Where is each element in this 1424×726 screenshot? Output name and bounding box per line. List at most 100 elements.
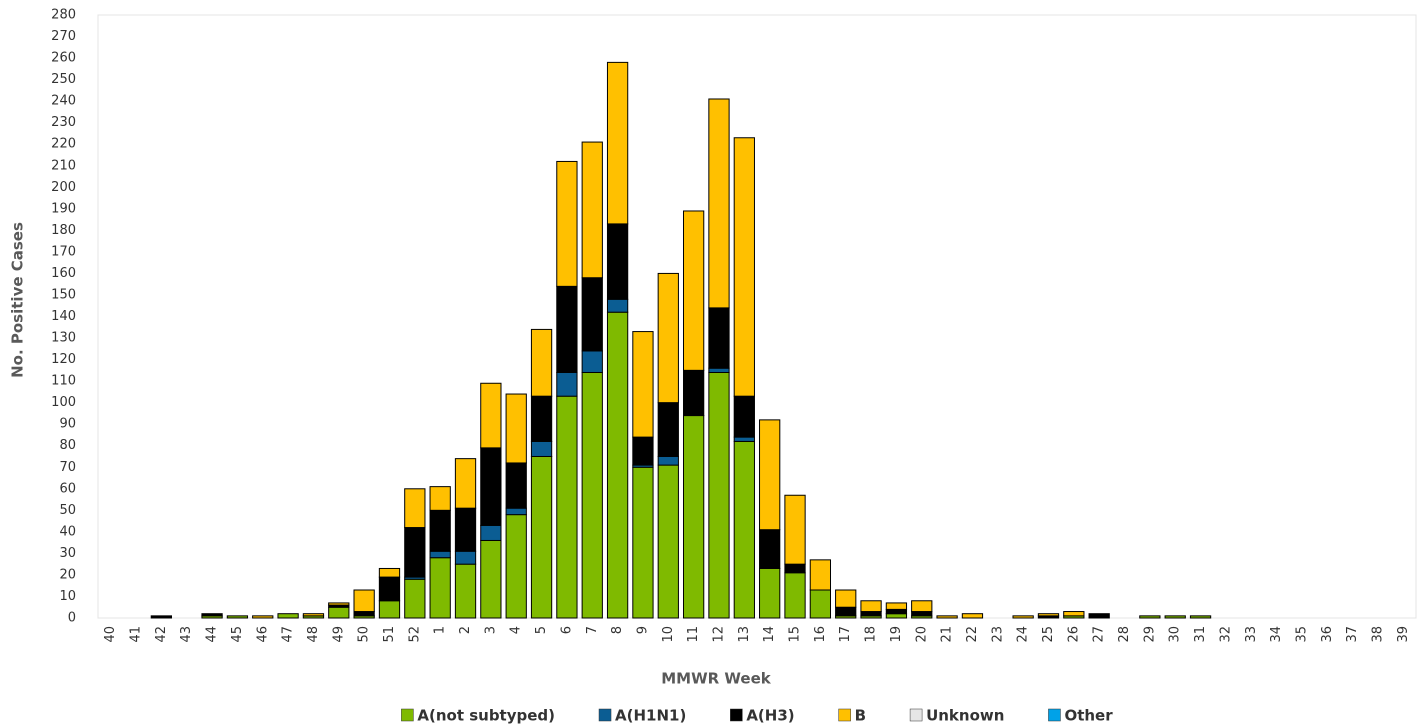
- y-tick-label: 90: [59, 417, 76, 432]
- x-tick-label: 22: [965, 626, 980, 643]
- y-tick-label: 160: [51, 266, 76, 281]
- bar-segment: [454, 458, 477, 509]
- x-tick-label: 29: [1142, 626, 1157, 643]
- y-tick-label: 70: [59, 460, 76, 475]
- x-axis-title: MMWR Week: [661, 670, 772, 688]
- y-tick-label: 60: [59, 481, 76, 496]
- bar-segment: [708, 98, 730, 309]
- bar-segment: [759, 529, 781, 569]
- x-tick-label: 34: [1269, 626, 1284, 643]
- bar-segment: [733, 137, 755, 397]
- bar-segment: [429, 486, 451, 511]
- y-tick-label: 210: [51, 158, 76, 173]
- bar-segment: [784, 572, 806, 619]
- bar-segment: [784, 494, 806, 565]
- legend-swatch: [1048, 708, 1061, 722]
- bar-segment: [353, 611, 375, 617]
- y-tick-label: 140: [51, 309, 76, 324]
- x-tick-label: 33: [1244, 626, 1259, 643]
- y-tick-label: 200: [51, 180, 76, 195]
- bar-segment: [556, 285, 578, 373]
- x-tick-label: 49: [331, 626, 346, 643]
- bar-segment: [632, 436, 654, 466]
- x-tick-label: 27: [1092, 626, 1107, 643]
- legend-label: Unknown: [926, 707, 1004, 725]
- bar-segment: [657, 464, 679, 619]
- legend-label: A(H3): [746, 707, 794, 725]
- legend-label: Other: [1064, 707, 1113, 725]
- x-tick-label: 28: [1117, 626, 1132, 643]
- bar-segment: [328, 606, 350, 619]
- x-tick-label: 4: [509, 626, 524, 634]
- bar-segment: [1189, 615, 1212, 619]
- bar-segment: [885, 602, 908, 610]
- bar-segment: [252, 615, 274, 619]
- bar-segment: [606, 223, 629, 300]
- y-tick-label: 30: [59, 546, 76, 561]
- bar-segment: [328, 602, 350, 606]
- x-tick-label: 6: [559, 626, 574, 634]
- bar-segment: [961, 613, 984, 619]
- x-tick-label: 30: [1168, 626, 1183, 643]
- y-tick-label: 0: [68, 611, 76, 626]
- x-tick-label: 3: [483, 626, 498, 634]
- x-tick-label: 36: [1320, 626, 1335, 643]
- bar-segment: [733, 440, 755, 619]
- y-tick-label: 100: [51, 395, 76, 410]
- bar-segment: [657, 455, 679, 466]
- x-tick-label: 8: [610, 626, 625, 634]
- y-tick-label: 120: [51, 352, 76, 367]
- legend-label: A(not subtyped): [417, 707, 555, 725]
- bar-segment: [505, 393, 527, 464]
- y-tick-label: 240: [51, 94, 76, 109]
- y-tick-label: 20: [59, 567, 76, 582]
- legend-label: B: [855, 707, 866, 725]
- x-tick-label: 17: [838, 626, 853, 643]
- x-tick-label: 42: [154, 626, 169, 643]
- x-tick-label: 32: [1218, 626, 1233, 643]
- bar-segment: [480, 447, 502, 526]
- bar-segment: [708, 371, 730, 619]
- legend-swatch: [909, 708, 923, 722]
- bar-segment: [606, 311, 629, 619]
- bar-segment: [606, 298, 629, 313]
- y-tick-label: 80: [59, 438, 76, 453]
- y-tick-label: 280: [51, 8, 76, 23]
- y-tick-label: 150: [51, 287, 76, 302]
- legend-swatch: [730, 708, 743, 722]
- legend-swatch: [598, 708, 612, 722]
- bar-segment: [505, 514, 527, 619]
- x-tick-label: 19: [889, 626, 904, 643]
- bar-segment: [556, 160, 578, 287]
- bar-segment: [708, 367, 730, 373]
- bar-segment: [404, 578, 426, 619]
- x-tick-label: 24: [1016, 626, 1031, 643]
- bar-segment: [581, 277, 603, 352]
- bar-segment: [480, 539, 502, 619]
- x-tick-label: 52: [407, 626, 422, 643]
- y-tick-label: 190: [51, 201, 76, 216]
- bar-segment: [733, 395, 755, 438]
- bar-segment: [682, 369, 705, 417]
- bar-segment: [911, 600, 933, 613]
- y-tick-label: 270: [51, 29, 76, 44]
- bar-segment: [530, 455, 553, 619]
- bar-segment: [302, 613, 325, 617]
- x-tick-label: 14: [762, 626, 777, 643]
- bar-segment: [885, 608, 908, 615]
- x-tick-label: 47: [281, 626, 296, 643]
- bar-segment: [860, 600, 882, 613]
- y-tick-label: 170: [51, 244, 76, 259]
- bar-segment: [429, 557, 451, 619]
- y-tick-label: 220: [51, 137, 76, 152]
- x-tick-label: 12: [711, 626, 726, 643]
- bar-segment: [657, 402, 679, 457]
- x-tick-label: 35: [1294, 626, 1309, 643]
- bar-segment: [150, 615, 173, 619]
- x-tick-label: 39: [1396, 626, 1411, 643]
- bar-segment: [1164, 615, 1186, 619]
- y-tick-label: 110: [51, 374, 76, 389]
- bar-segment: [378, 576, 401, 602]
- bar-segment: [505, 462, 527, 509]
- bar-segment: [201, 613, 223, 617]
